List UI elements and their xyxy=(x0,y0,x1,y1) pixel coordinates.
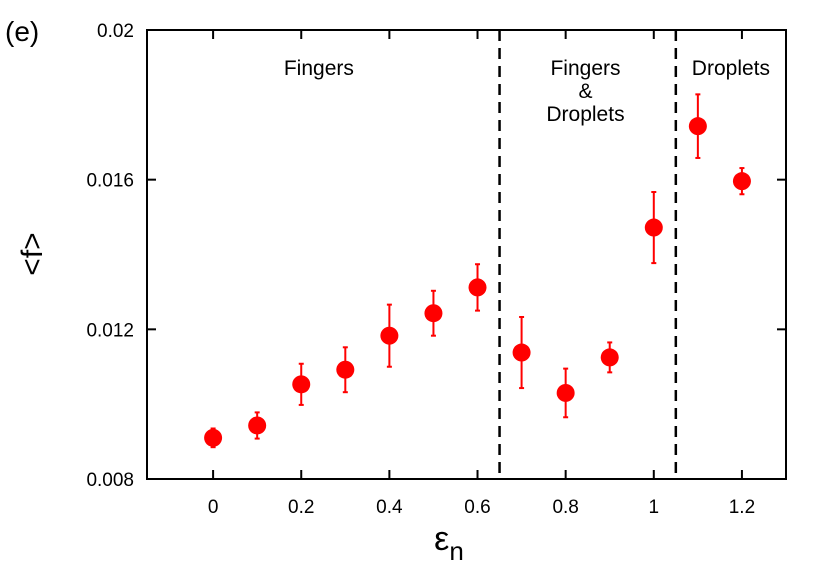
data-point xyxy=(292,375,311,394)
data-points xyxy=(204,117,751,447)
axis-ticks xyxy=(147,29,786,480)
data-point xyxy=(512,343,531,362)
data-point xyxy=(424,304,443,323)
data-point xyxy=(644,218,663,237)
x-tick-label: 0 xyxy=(208,497,219,518)
data-point xyxy=(688,117,707,136)
y-axis-title: <f> xyxy=(16,232,49,275)
x-tick-label: 0.6 xyxy=(464,497,490,518)
x-tick-label: 1 xyxy=(649,497,660,518)
data-point xyxy=(732,172,751,191)
data-point xyxy=(204,428,223,447)
x-tick-label: 1.2 xyxy=(729,497,755,518)
plot-frame xyxy=(146,29,787,480)
region-label: Droplets xyxy=(546,103,624,126)
y-tick-label: 0.012 xyxy=(86,320,134,341)
x-tick-label: 0.4 xyxy=(376,497,403,518)
y-tick-label: 0.016 xyxy=(86,171,134,192)
panel-label: (e) xyxy=(5,16,39,47)
data-point xyxy=(600,348,619,367)
tick-labels: 0 0.2 0.4 0.6 0.8 1 1.2 0.008 0.012 0.016 0.02 xyxy=(86,21,755,518)
x-axis-title: εn xyxy=(434,520,464,566)
region-label: Droplets xyxy=(692,57,770,80)
data-point xyxy=(556,383,575,402)
data-point xyxy=(248,416,267,435)
y-tick-label: 0.008 xyxy=(86,470,134,491)
region-label: & xyxy=(578,80,592,103)
x-tick-label: 0.2 xyxy=(288,497,314,518)
x-axis-symbol: ε xyxy=(434,520,449,558)
data-point xyxy=(468,278,487,297)
data-point xyxy=(380,326,399,345)
x-axis-subscript: n xyxy=(449,536,463,566)
region-dividers xyxy=(498,30,678,479)
y-tick-label: 0.02 xyxy=(97,21,134,42)
error-bars xyxy=(210,93,745,449)
x-tick-label: 0.8 xyxy=(552,497,578,518)
data-point xyxy=(336,360,355,379)
region-label: Fingers xyxy=(550,57,620,80)
region-label: Fingers xyxy=(284,57,354,80)
